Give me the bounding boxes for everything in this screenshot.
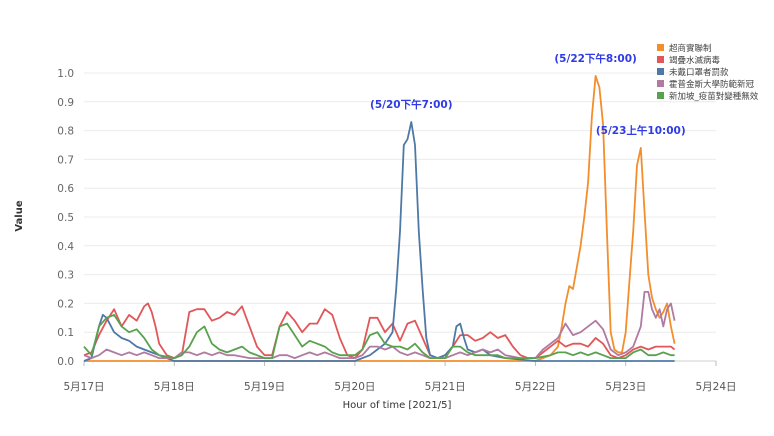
legend-swatch bbox=[657, 56, 664, 63]
legend-swatch bbox=[657, 68, 664, 75]
legend-swatch bbox=[657, 80, 664, 87]
series-line bbox=[83, 291, 676, 359]
peak-annotation: (5/20下午7:00) bbox=[370, 98, 452, 111]
peak-annotation: (5/22下午8:00) bbox=[554, 52, 636, 65]
y-tick-label: 0.4 bbox=[57, 241, 74, 253]
y-tick-label: 0.3 bbox=[57, 270, 74, 282]
legend-label: 未戴口罩者罰款 bbox=[669, 67, 729, 78]
y-tick-label: 0.1 bbox=[57, 327, 74, 339]
y-axis: 0.0 0.1 0.2 0.3 0.4 0.5 0.6 0.7 0.8 0.9 1.0 bbox=[57, 68, 74, 368]
legend-label: 竭疊水滅病毒 bbox=[669, 55, 721, 66]
x-tick-label: 5月17日 bbox=[63, 381, 104, 393]
series-line bbox=[83, 121, 675, 362]
x-tick-label: 5月20日 bbox=[334, 381, 375, 393]
y-tick-label: 0.9 bbox=[57, 97, 74, 109]
x-tick-label: 5月22日 bbox=[515, 381, 556, 393]
y-tick-label: 0.7 bbox=[57, 154, 74, 166]
y-tick-label: 0.8 bbox=[57, 126, 74, 138]
series-line bbox=[83, 314, 675, 359]
annotations: (5/20下午7:00) (5/22下午8:00) (5/23上午10:00) bbox=[370, 52, 686, 137]
legend-swatch bbox=[657, 92, 664, 99]
x-tick-label: 5月21日 bbox=[425, 381, 466, 393]
x-tick-label: 5月18日 bbox=[154, 381, 195, 393]
x-tick-label: 5月19日 bbox=[244, 381, 285, 393]
y-tick-label: 1.0 bbox=[57, 68, 74, 80]
series-line bbox=[84, 75, 676, 362]
y-axis-title: Value bbox=[14, 200, 25, 231]
y-tick-label: 0.6 bbox=[57, 183, 74, 195]
x-tick-label: 5月24日 bbox=[695, 381, 736, 393]
x-axis: 5月17日 5月18日 5月19日 5月20日 5月21日 5月22日 5月23日 5月24日 bbox=[63, 361, 737, 393]
series-lines bbox=[83, 75, 676, 362]
y-tick-label: 0.0 bbox=[57, 356, 74, 368]
x-tick-label: 5月23日 bbox=[605, 381, 646, 393]
legend-swatch bbox=[657, 44, 664, 51]
legend-label: 新加坡_疫苗對變種無效 bbox=[669, 91, 759, 102]
legend-label: 超商實聯制 bbox=[669, 43, 712, 54]
y-tick-label: 0.2 bbox=[57, 298, 74, 310]
legend-label: 霍普金斯大學防範新冠 bbox=[669, 79, 755, 90]
series-line bbox=[83, 302, 676, 359]
peak-annotation: (5/23上午10:00) bbox=[596, 124, 686, 137]
y-tick-label: 0.5 bbox=[57, 212, 74, 224]
x-axis-title: Hour of time [2021/5] bbox=[343, 400, 452, 411]
